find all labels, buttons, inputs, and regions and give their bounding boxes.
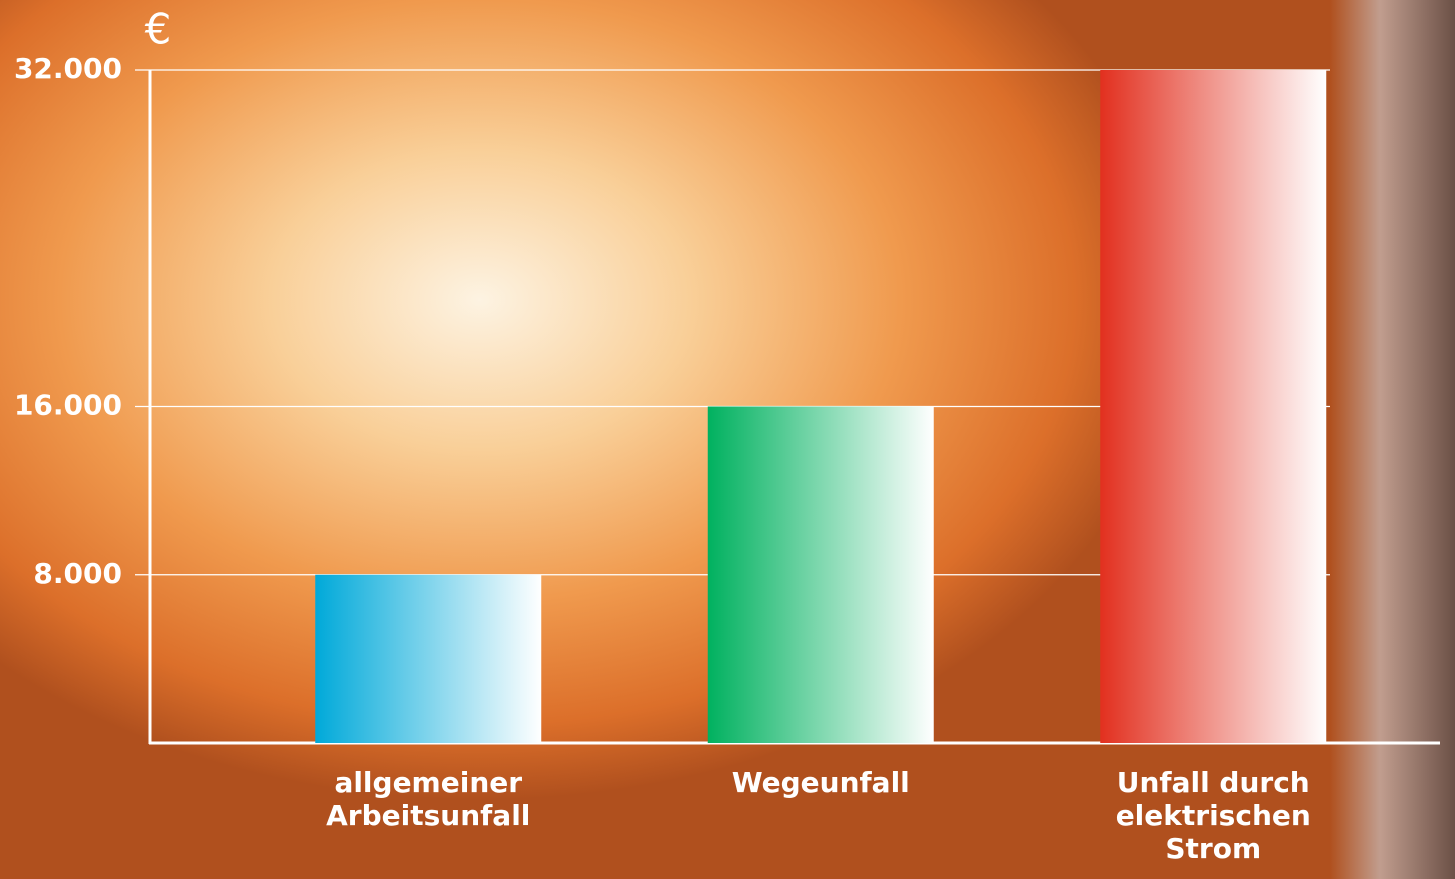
unit-label: € [145, 5, 172, 54]
bar [1100, 70, 1326, 743]
bar [315, 575, 541, 743]
x-tick-label: Wegeunfall [706, 766, 936, 799]
y-tick-label: 32.000 [14, 52, 122, 85]
bar [708, 407, 934, 744]
chart: € 8.000 16.000 32.000 [0, 0, 1455, 879]
x-tick-label: allgemeiner Arbeitsunfall [313, 766, 543, 832]
y-tick-label: 16.000 [14, 389, 122, 422]
y-tick-label: 8.000 [33, 557, 122, 590]
chart-page: € 8.000 16.000 32.000 allgemeiner Arbeitsu… [0, 0, 1455, 879]
x-tick-label: Unfall durch elektrischen Strom [1098, 766, 1328, 865]
